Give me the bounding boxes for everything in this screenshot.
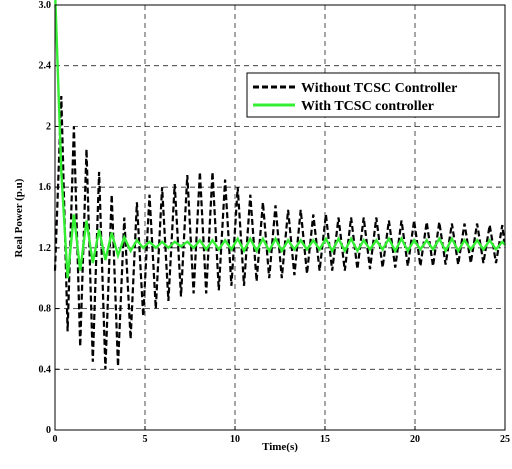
x-tick-label: 5: [143, 434, 148, 445]
plot-frame: [54, 4, 506, 431]
y-tick-label: 1.6: [39, 182, 52, 193]
y-tick-label: 1.2: [39, 243, 52, 254]
series-line: [54, 0, 506, 279]
x-tick-label: 15: [320, 434, 330, 445]
legend-label: With TCSC controller: [301, 99, 434, 114]
x-axis-label: Time(s): [262, 441, 298, 453]
y-tick-label: 0.8: [39, 304, 52, 315]
legend-label: Without TCSC Controller: [301, 81, 457, 96]
y-tick-label: 0: [46, 425, 51, 436]
y-tick-label: 2.4: [39, 61, 52, 72]
y-axis-label: Real Power (p.u): [13, 178, 25, 257]
y-tick-label: 0.4: [39, 364, 52, 375]
series-line: [53, 96, 507, 370]
x-tick-label: 25: [500, 434, 510, 445]
y-tick-label: 2: [46, 121, 51, 132]
plot-area: [55, 5, 505, 430]
x-tick-label: 10: [230, 434, 240, 445]
x-tick-label: 0: [53, 434, 58, 445]
y-tick-label: 3.0: [39, 0, 52, 11]
x-tick-label: 20: [410, 434, 420, 445]
legend-box: [246, 72, 500, 118]
